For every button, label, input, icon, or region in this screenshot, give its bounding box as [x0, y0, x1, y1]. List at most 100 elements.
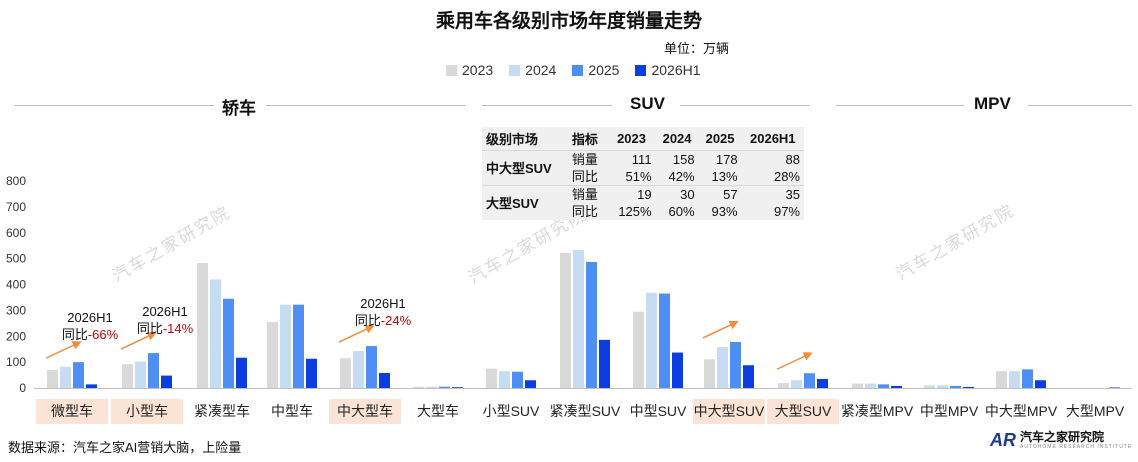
bar-2026h1 [306, 358, 317, 388]
bar-2024 [865, 383, 876, 388]
bar-2023 [197, 263, 208, 388]
x-tick-label: 大型车 [417, 403, 459, 419]
x-tick-label: 中大型SUV [694, 403, 765, 419]
table-cell: 42% [668, 169, 695, 184]
y-tick-label: 400 [6, 278, 26, 292]
logo-subtitle: AUTOHOME RESEARCH INSTITUTE [1020, 444, 1133, 450]
bar-2024 [210, 279, 221, 388]
bar-2026h1 [452, 387, 463, 388]
table-segment: 中大型SUV [486, 160, 552, 176]
legend-swatch [572, 64, 584, 76]
group-divider-left [14, 105, 214, 106]
brand-logo: AR 汽车之家研究院 AUTOHOME RESEARCH INSTITUTE [990, 430, 1132, 451]
annotation-yoy-value: -24% [381, 313, 412, 328]
bar-2025 [950, 385, 961, 388]
annotation-period: 2026H1 [360, 296, 406, 311]
y-tick-label: 200 [6, 329, 26, 343]
bar-2024 [426, 386, 437, 388]
legend-label: 2025 [588, 62, 620, 78]
table-cell: 60% [668, 204, 695, 219]
table-cell: 13% [711, 169, 738, 184]
trend-arrow-icon [45, 341, 82, 359]
y-tick-label: 500 [6, 252, 26, 266]
bar-2024 [573, 250, 584, 388]
bar-2026h1 [963, 386, 974, 388]
group-divider-left [266, 105, 466, 106]
bar-2026h1 [379, 372, 390, 388]
trend-arrow-icon [776, 352, 813, 370]
x-tick-label: 紧凑型MPV [841, 403, 914, 419]
table-row: 同比 125% 60% 93% 97% [482, 203, 804, 220]
group-label-sedan: 轿车 [222, 99, 256, 118]
bar-2025 [366, 346, 377, 388]
annotation-yoy-prefix: 同比 [137, 321, 163, 336]
table-cell: 178 [715, 152, 738, 167]
annotation-yoy: 同比-24% [355, 313, 412, 328]
table-header-row: 级别市场 指标 2023 2024 2025 2026H1 [482, 127, 804, 151]
legend-label: 2024 [525, 62, 557, 78]
bar-2023 [413, 386, 424, 388]
table-header: 级别市场 [482, 127, 568, 151]
x-tick-label: 大型MPV [1066, 403, 1125, 419]
annotation-yoy: 同比-14% [137, 321, 194, 336]
bar-2024 [353, 350, 364, 388]
bar-2025 [512, 371, 523, 388]
bar-2026h1 [891, 385, 902, 388]
trend-arrow-icon [702, 320, 739, 339]
logo-mark-icon: AR [990, 430, 1016, 450]
x-tick-label: 中大型MPV [985, 403, 1058, 419]
legend-swatch [635, 64, 647, 76]
x-tick-label: 中型MPV [920, 403, 979, 419]
annotation-yoy-value: -66% [88, 327, 119, 342]
bar-2026h1 [86, 384, 97, 388]
bar-2024 [1009, 371, 1020, 388]
x-tick-label: 紧凑型车 [194, 403, 250, 419]
bar-2025 [73, 362, 84, 388]
trend-arrow-icon [120, 332, 157, 350]
legend: 2023 2024 2025 2026H1 [446, 62, 701, 78]
table-cell: 28% [773, 169, 800, 184]
group-label-suv: SUV [630, 94, 665, 113]
bar-2023 [486, 368, 497, 388]
bar-2025 [730, 341, 741, 388]
bar-2026h1 [743, 365, 754, 388]
group-divider-right [680, 105, 810, 106]
table-row: 同比 51% 42% 13% 28% [482, 168, 804, 186]
bar-2023 [924, 385, 935, 388]
y-tick-label: 100 [6, 355, 26, 369]
bar-2026h1 [817, 378, 828, 388]
y-tick-label: 0 [19, 381, 26, 395]
bar-2026h1 [599, 339, 610, 388]
table-cell: 57 [698, 185, 742, 203]
table-header: 指标 [567, 127, 608, 151]
legend-item-2025: 2025 [572, 62, 619, 78]
bar-2025 [586, 261, 597, 388]
x-tick-label: 中型车 [271, 403, 313, 419]
table-cell: 35 [741, 185, 804, 203]
table-cell: 51% [625, 169, 652, 184]
data-source: 数据来源：汽车之家AI营销大脑，上险量 [8, 440, 242, 455]
table-cell: 93% [711, 204, 738, 219]
legend-swatch [446, 64, 457, 76]
bar-2024 [937, 385, 948, 388]
category-highlight [36, 399, 108, 424]
y-tick-label: 800 [6, 174, 26, 188]
chart-title: 乘用车各级别市场年度销量走势 [435, 11, 702, 32]
group-divider-left [482, 105, 612, 106]
bar-2023 [704, 359, 715, 388]
x-tick-label: 微型车 [51, 403, 93, 419]
table-cell: 19 [607, 185, 656, 203]
table-segment: 大型SUV [482, 185, 568, 220]
table-header: 2025 [698, 127, 742, 151]
bar-2023 [340, 358, 351, 388]
group-label-mpv: MPV [974, 94, 1011, 113]
table-cell: 125% [618, 204, 652, 219]
bar-2025 [878, 384, 889, 388]
category-highlight [693, 399, 765, 424]
data-table: 级别市场 指标 2023 2024 2025 2026H1 中大型SUV 销量 … [482, 127, 804, 220]
legend-label: 2023 [462, 62, 494, 78]
category-highlight [111, 399, 183, 424]
trend-arrow-icon [338, 325, 375, 343]
bar-2026h1 [236, 357, 247, 388]
